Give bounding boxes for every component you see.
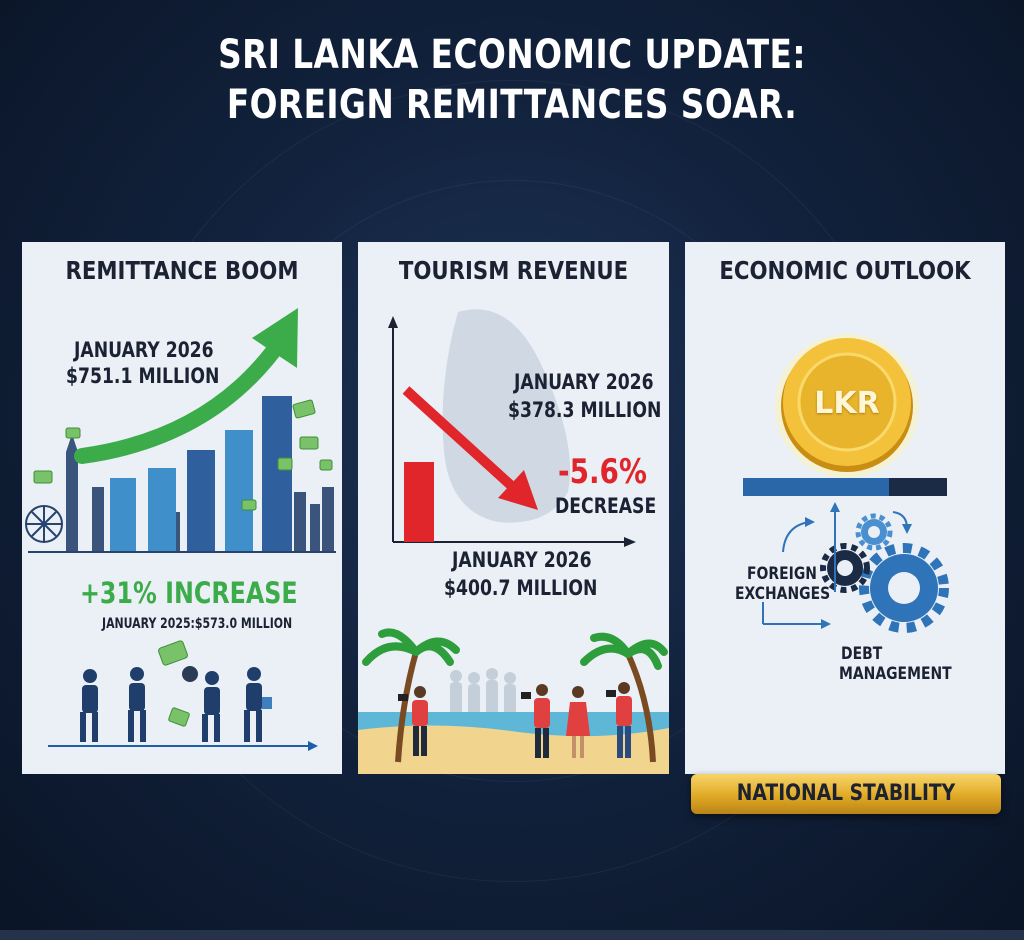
palm-tree-icon — [362, 628, 668, 763]
tourism-current-period: JANUARY 2026 — [514, 370, 654, 394]
tourism-compare-period: JANUARY 2026 — [452, 548, 592, 572]
remittance-period: JANUARY 2026 — [74, 338, 214, 362]
city-skyline-icon — [66, 434, 334, 552]
remittance-change: +31% INCREASE — [80, 576, 298, 610]
page-title: SRI LANKA ECONOMIC UPDATE: FOREIGN REMIT… — [92, 30, 932, 130]
tourism-compare-amount: $400.7 MILLION — [444, 576, 598, 600]
remittance-amount: $751.1 MILLION — [66, 364, 220, 388]
debt-management-line1: DEBT — [841, 644, 883, 664]
badge-label: NATIONAL STABILITY — [736, 781, 956, 806]
remittance-previous: JANUARY 2025:$573.0 MILLION — [102, 616, 293, 632]
ferris-wheel-icon — [25, 505, 63, 543]
lkr-coin-icon — [775, 334, 919, 478]
arrow-down-icon — [498, 470, 538, 510]
foreign-exchanges-line2: EXCHANGES — [735, 584, 831, 604]
title-line-1: SRI LANKA ECONOMIC UPDATE: — [218, 32, 806, 78]
coin-label: LKR — [814, 386, 880, 421]
growth-bars — [110, 396, 292, 552]
gear-icon — [820, 513, 949, 633]
arrow-right-icon — [308, 741, 318, 751]
tourism-panel: TOURISM REVENUE JANUARY 2026 $378.3 MILL… — [358, 242, 669, 774]
debt-management-line2: MANAGEMENT — [839, 664, 952, 684]
outlook-illustration — [743, 334, 949, 633]
tourism-current-amount: $378.3 MILLION — [508, 398, 662, 422]
remittance-panel: REMITTANCE BOOM JANUARY 2026 $751.1 MILL… — [22, 242, 342, 774]
money-icon — [33, 399, 333, 727]
tourism-change-label: DECREASE — [555, 494, 657, 518]
title-line-2: FOREIGN REMITTANCES SOAR. — [226, 82, 798, 128]
people-icon — [80, 666, 272, 742]
sri-lanka-map-icon — [442, 309, 571, 523]
outlook-title: ECONOMIC OUTLOOK — [719, 256, 971, 285]
bottom-bar — [0, 930, 1024, 940]
tourism-illustration — [358, 309, 669, 774]
tourists-icon — [398, 682, 632, 758]
outlook-panel: ECONOMIC OUTLOOK LKR FOREIGN EXCHANGES D… — [685, 242, 1005, 774]
remittance-illustration — [25, 308, 336, 751]
foreign-exchanges-line1: FOREIGN — [747, 564, 817, 584]
tourism-change: -5.6% — [558, 452, 647, 492]
revenue-bar — [404, 462, 434, 542]
tourism-title: TOURISM REVENUE — [398, 256, 629, 285]
arrow-up-icon — [252, 308, 298, 368]
remittance-title: REMITTANCE BOOM — [65, 256, 299, 285]
national-stability-badge: NATIONAL STABILITY — [691, 774, 1001, 814]
